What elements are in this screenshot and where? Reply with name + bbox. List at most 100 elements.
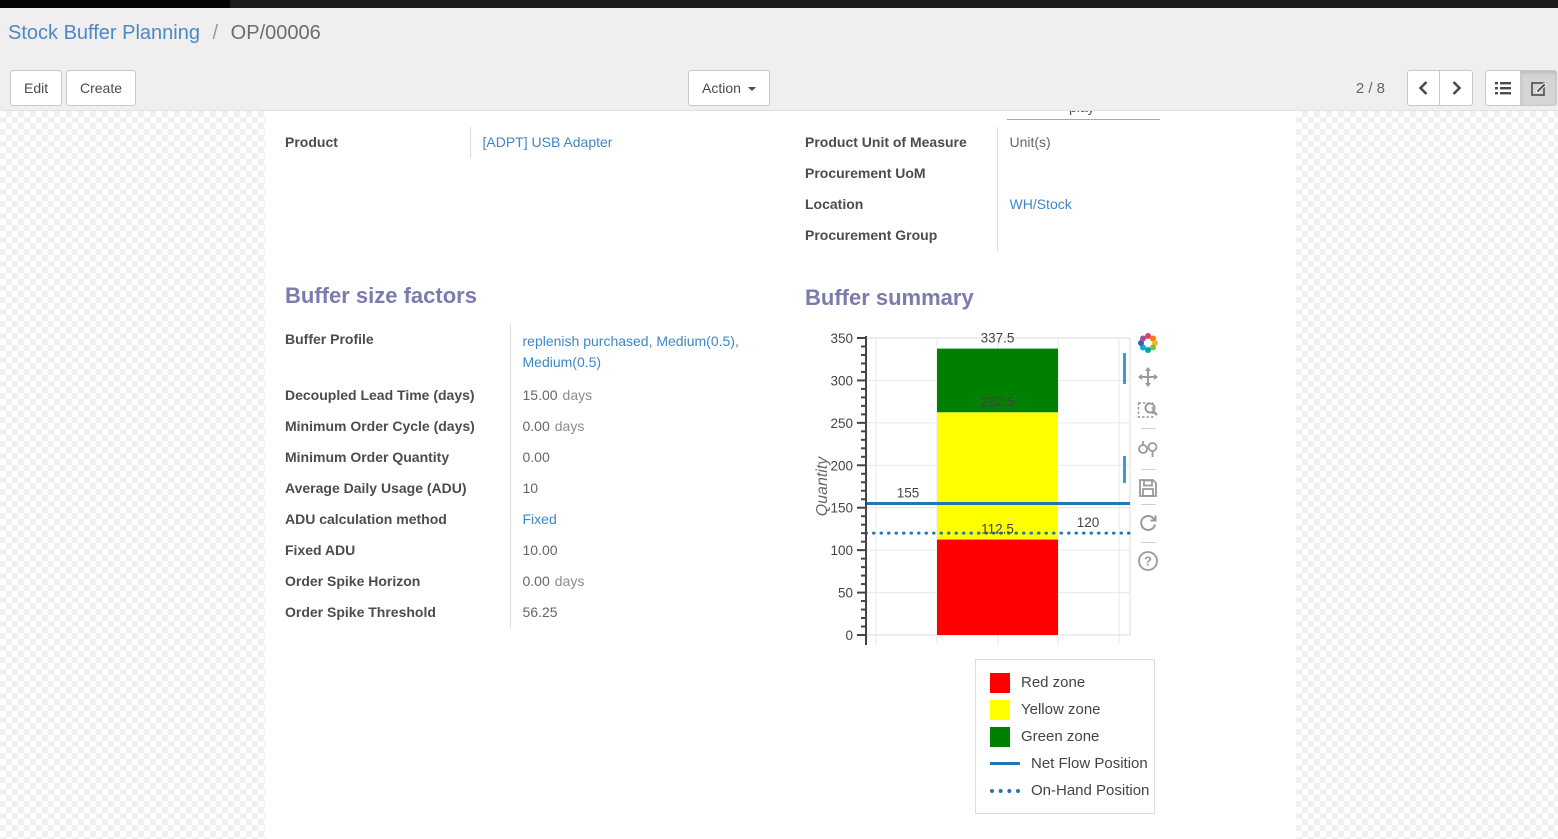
field-value-dlt: 15.00 <box>522 387 558 403</box>
legend-item[interactable]: Net Flow Position <box>990 750 1154 777</box>
section-title-buffer-summary: Buffer summary <box>805 285 974 310</box>
field-label-location: Location <box>805 196 864 212</box>
modebar-separator <box>1141 542 1156 543</box>
field-value-moc: 0.00 <box>522 418 550 434</box>
section-title-buffer-size-factors: Buffer size factors <box>285 283 477 308</box>
svg-text:?: ? <box>1144 554 1152 569</box>
legend-item[interactable]: Green zone <box>990 723 1154 750</box>
svg-text:200: 200 <box>830 458 853 473</box>
field-label-spike-horizon: Order Spike Horizon <box>285 573 421 589</box>
svg-text:120: 120 <box>1077 515 1100 530</box>
box-zoom-icon[interactable] <box>1135 397 1161 423</box>
field-value-fixed-adu: 10.00 <box>509 535 765 566</box>
field-label-buffer-profile: Buffer Profile <box>285 331 374 347</box>
legend-item[interactable]: Yellow zone <box>990 696 1154 723</box>
form-view-background: play Product [ADPT] USB Adapter Product … <box>0 110 1558 839</box>
legend-swatch <box>990 699 1010 720</box>
svg-text:155: 155 <box>897 485 920 500</box>
plotly-logo-icon[interactable] <box>1135 330 1161 356</box>
product-link[interactable]: [ADPT] USB Adapter <box>482 134 613 150</box>
apps-menu-strip[interactable] <box>0 0 230 8</box>
create-button[interactable]: Create <box>66 70 137 106</box>
procurement-group: Product Unit of Measure Unit(s) Procurem… <box>805 127 1277 251</box>
field-row-adu-method: ADU calculation method Fixed <box>285 504 765 535</box>
field-value-spike-horizon: 0.00 <box>522 573 550 589</box>
help-icon[interactable]: ? <box>1135 548 1161 574</box>
field-row-fixed-adu: Fixed ADU 10.00 <box>285 535 765 566</box>
field-label-moc: Minimum Order Cycle (days) <box>285 418 475 434</box>
pan-icon[interactable] <box>1135 364 1161 390</box>
field-row-adu: Average Daily Usage (ADU) 10 <box>285 473 765 504</box>
legend-label: Green zone <box>1021 728 1100 745</box>
breadcrumb-separator: / <box>212 22 219 44</box>
legend-item[interactable]: Red zone <box>990 669 1154 696</box>
field-row-uom: Product Unit of Measure Unit(s) <box>805 127 1277 158</box>
field-row-spike-threshold: Order Spike Threshold 56.25 <box>285 597 765 628</box>
adu-method-link[interactable]: Fixed <box>522 511 557 527</box>
field-row-product: Product [ADPT] USB Adapter <box>285 127 760 158</box>
chevron-left-icon <box>1418 81 1428 95</box>
reset-axes-icon[interactable] <box>1135 510 1161 536</box>
field-label-moq: Minimum Order Quantity <box>285 449 450 465</box>
field-value-spike-threshold: 56.25 <box>509 597 765 628</box>
buffer-size-factors-group: Buffer Profile replenish purchased, Medi… <box>285 324 765 628</box>
field-label-adu-method: ADU calculation method <box>285 511 447 527</box>
field-label-procurement-group: Procurement Group <box>805 227 938 243</box>
legend-swatch <box>990 788 1020 793</box>
buffer-profile-link[interactable]: replenish purchased, Medium(0.5), Medium… <box>522 333 739 370</box>
field-row-spike-horizon: Order Spike Horizon 0.00 days <box>285 566 765 597</box>
svg-text:150: 150 <box>830 501 853 516</box>
field-row-buffer-profile: Buffer Profile replenish purchased, Medi… <box>285 324 765 380</box>
field-label-product-uom: Product Unit of Measure <box>805 134 967 150</box>
modebar-active-indicator <box>1123 456 1126 483</box>
field-label-fixed-adu: Fixed ADU <box>285 542 356 558</box>
breadcrumb-parent-link[interactable]: Stock Buffer Planning <box>8 22 200 44</box>
field-unit-moc: days <box>554 418 585 434</box>
field-value-moq: 0.00 <box>509 442 765 473</box>
field-value-procurement-uom <box>996 158 1277 189</box>
svg-text:Quantity: Quantity <box>814 456 831 517</box>
breadcrumb: Stock Buffer Planning / OP/00006 <box>0 8 1558 56</box>
pager-previous-button[interactable] <box>1407 70 1440 106</box>
field-label-adu: Average Daily Usage (ADU) <box>285 480 467 496</box>
legend-item[interactable]: On-Hand Position <box>990 777 1154 804</box>
top-menubar[interactable] <box>0 0 1558 8</box>
legend-label: On-Hand Position <box>1031 782 1150 799</box>
field-row-procurement-group: Procurement Group <box>805 220 1277 251</box>
zoom-in-out-icon[interactable] <box>1135 436 1161 462</box>
list-view-button[interactable] <box>1485 70 1521 106</box>
field-row-location: Location WH/Stock <box>805 189 1277 220</box>
form-edit-icon <box>1530 82 1547 96</box>
view-switcher <box>1485 70 1557 106</box>
svg-text:50: 50 <box>838 586 853 601</box>
modebar-separator <box>1141 504 1156 505</box>
pager-count: 2 / 8 <box>1355 79 1385 97</box>
modebar-separator <box>1141 428 1156 429</box>
chevron-down-icon <box>747 87 756 92</box>
field-row-moq: Minimum Order Quantity 0.00 <box>285 442 765 473</box>
modebar-separator <box>1141 469 1156 470</box>
field-value-product-uom: Unit(s) <box>996 127 1277 158</box>
breadcrumb-current: OP/00006 <box>230 22 321 44</box>
pager: 2 / 8 <box>1356 70 1557 106</box>
svg-text:100: 100 <box>830 543 853 558</box>
save-icon[interactable] <box>1135 475 1161 501</box>
legend-label: Net Flow Position <box>1031 755 1148 772</box>
form-view-button[interactable] <box>1521 70 1557 106</box>
location-link[interactable]: WH/Stock <box>1009 196 1072 212</box>
field-unit-spike-horizon: days <box>554 573 585 589</box>
clipped-field-row: play <box>1007 111 1160 120</box>
svg-text:250: 250 <box>830 416 853 431</box>
field-label-product: Product <box>285 134 338 150</box>
form-sheet: play Product [ADPT] USB Adapter Product … <box>265 111 1296 839</box>
pager-next-button[interactable] <box>1440 70 1473 106</box>
field-row-dlt: Decoupled Lead Time (days) 15.00 days <box>285 380 765 411</box>
svg-text:0: 0 <box>845 628 853 643</box>
action-dropdown-button[interactable]: Action <box>688 70 770 106</box>
edit-button[interactable]: Edit <box>10 70 63 106</box>
modebar-active-indicator <box>1123 353 1126 384</box>
chart-legend[interactable]: Red zone Yellow zone Green zone Net Flow… <box>975 659 1155 814</box>
list-icon <box>1495 82 1511 95</box>
svg-text:350: 350 <box>830 331 853 346</box>
buffer-summary-chart[interactable]: 0 50 100 150 200 250 300 350 112.5 262.5 337.5 155 1… <box>810 326 1160 666</box>
